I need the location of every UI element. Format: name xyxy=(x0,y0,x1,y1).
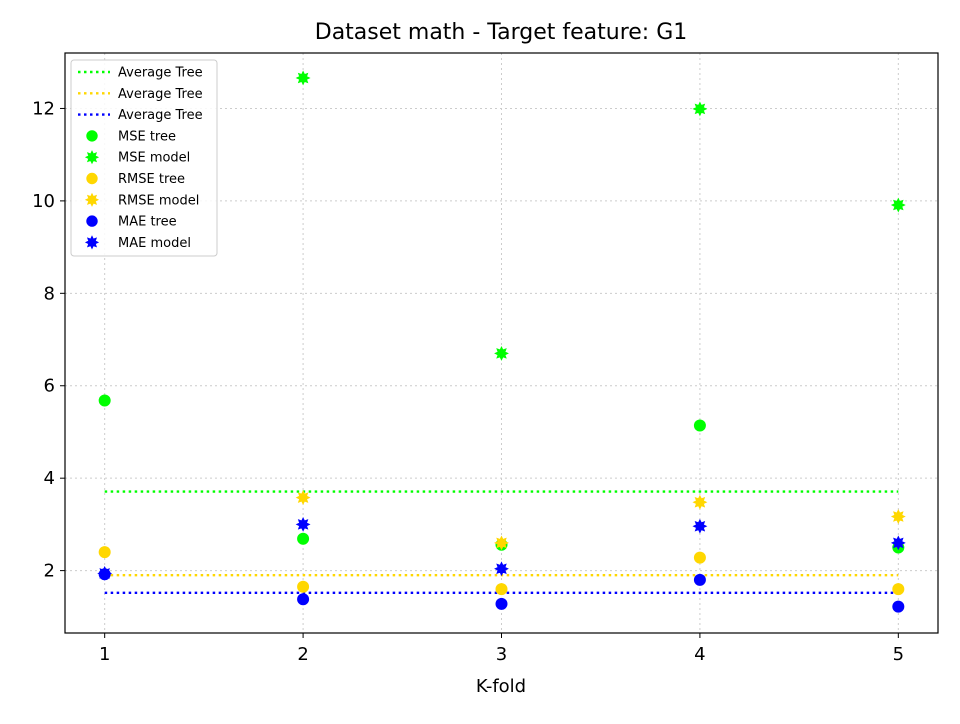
y-tick-label: 4 xyxy=(44,468,55,489)
data-point xyxy=(295,516,311,532)
legend-label: MSE tree xyxy=(118,129,176,144)
y-tick-label: 12 xyxy=(32,98,55,119)
legend-box xyxy=(70,59,218,257)
data-point xyxy=(494,345,509,361)
legend-marker-swatch xyxy=(86,215,98,227)
data-point xyxy=(297,593,310,606)
y-axis-ticks: 2 4 6 8 10 12 xyxy=(32,98,65,582)
x-tick-label: 1 xyxy=(99,644,110,665)
data-point xyxy=(297,532,310,545)
x-tick-label: 4 xyxy=(694,644,705,665)
legend-label: Average Tree xyxy=(118,87,203,102)
y-tick-label: 2 xyxy=(44,561,55,582)
data-point xyxy=(892,583,905,596)
legend-label: RMSE tree xyxy=(118,172,185,187)
x-tick-label: 3 xyxy=(496,644,507,665)
legend-marker-swatch xyxy=(86,172,98,185)
data-point xyxy=(890,509,906,524)
data-point xyxy=(495,597,508,610)
y-tick-label: 8 xyxy=(44,283,55,304)
data-point xyxy=(295,490,311,506)
legend-label: Average Tree xyxy=(118,108,203,123)
legend-marker-swatch xyxy=(84,235,100,250)
data-point xyxy=(693,419,706,432)
data-point xyxy=(495,583,508,596)
legend-label: MAE model xyxy=(118,236,191,251)
data-point xyxy=(494,561,509,577)
y-tick-label: 10 xyxy=(32,191,55,212)
data-point xyxy=(890,197,906,213)
data-point xyxy=(692,101,708,117)
x-axis-ticks: 1 2 3 4 5 xyxy=(99,633,904,665)
x-tick-label: 5 xyxy=(893,644,904,665)
legend-marker-swatch xyxy=(84,150,100,165)
data-point xyxy=(693,573,706,586)
y-tick-label: 6 xyxy=(44,376,55,397)
data-point xyxy=(297,580,310,593)
data-point xyxy=(692,494,708,510)
data-point xyxy=(892,600,905,613)
legend-marker-swatch xyxy=(86,130,98,142)
data-point xyxy=(692,518,708,534)
legend-label: MAE tree xyxy=(118,215,177,230)
data-points xyxy=(97,70,906,613)
data-point xyxy=(98,546,111,559)
legend-marker-swatch xyxy=(84,192,100,207)
data-point xyxy=(97,565,113,581)
x-axis-label: K-fold xyxy=(476,676,526,697)
data-point xyxy=(295,70,311,86)
data-point xyxy=(98,394,111,407)
data-point xyxy=(494,535,509,551)
legend-label: MSE model xyxy=(118,151,190,166)
chart-title: Dataset math - Target feature: G1 xyxy=(315,20,688,45)
data-point xyxy=(890,535,906,551)
x-tick-label: 2 xyxy=(297,644,308,665)
legend-label: Average Tree xyxy=(118,66,203,81)
legend: Average Tree Average Tree Average Tree MSE … xyxy=(70,59,218,257)
data-point xyxy=(693,551,706,564)
legend-label: RMSE model xyxy=(118,193,199,208)
